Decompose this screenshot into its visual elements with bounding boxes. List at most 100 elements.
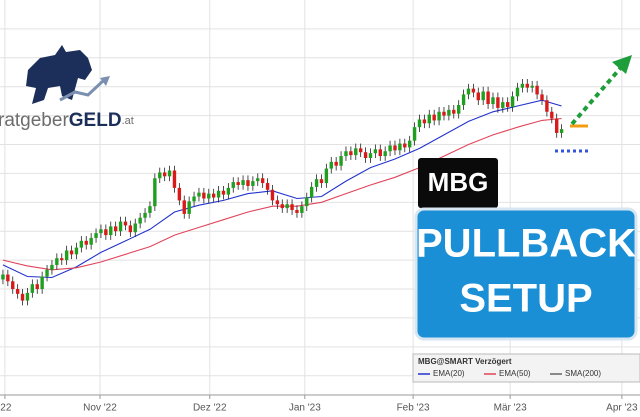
candle-body — [128, 225, 133, 233]
candle-body — [69, 250, 74, 255]
candle-body — [334, 161, 338, 166]
badge: MBG — [428, 167, 489, 197]
candle-body — [55, 258, 59, 265]
candle-body — [290, 204, 294, 211]
candle-body — [486, 91, 490, 105]
candle-body — [496, 97, 500, 108]
annotations — [555, 55, 632, 153]
legend-box — [412, 353, 640, 383]
x-tick-label: Feb '23 — [397, 403, 430, 414]
candle-body — [319, 179, 324, 184]
candle-body — [167, 170, 172, 177]
candle-body — [221, 190, 226, 195]
candle-body — [442, 111, 446, 116]
candle-body — [545, 100, 549, 112]
candle-body — [74, 247, 79, 255]
candle-body — [60, 258, 64, 261]
candle-body — [211, 193, 216, 198]
candle-body — [471, 88, 476, 93]
arrow-head — [612, 55, 632, 74]
candle-body — [491, 97, 495, 105]
candle-body — [501, 102, 505, 108]
candle-body — [383, 151, 387, 157]
candle-body — [407, 140, 412, 148]
candle-body — [422, 119, 427, 124]
candle-body — [393, 145, 397, 151]
candle-body — [64, 250, 69, 261]
candle-body — [123, 221, 128, 226]
x-tick-label: Jan '23 — [289, 403, 321, 414]
candle-body — [256, 178, 260, 182]
candle-body — [45, 269, 49, 277]
candle-body — [138, 217, 142, 224]
candle-body — [1, 274, 5, 280]
candle-body — [251, 181, 255, 186]
candle-body — [94, 233, 98, 238]
candle-body — [25, 292, 30, 301]
logo-word: GELD — [69, 110, 122, 131]
candle-body — [285, 204, 289, 209]
legend-title: MBG@SMART Verzögert — [418, 357, 512, 366]
logo-word: .at — [122, 115, 134, 127]
headline: PULLBACK — [416, 222, 636, 266]
candle-body — [35, 284, 39, 290]
legend-label: SMA(200) — [565, 369, 601, 378]
candle-body — [113, 226, 118, 232]
logo-text: ratgeberGELD.at — [0, 110, 134, 131]
candle-body — [84, 240, 88, 245]
candle-body — [349, 151, 353, 156]
candle-body — [265, 183, 270, 190]
candle-body — [133, 223, 137, 233]
indicator-line — [2, 117, 562, 271]
candle-body — [300, 206, 304, 213]
candle-body — [118, 221, 123, 232]
candle-body — [535, 85, 539, 95]
candle-body — [466, 88, 471, 95]
candle-body — [30, 284, 35, 293]
candle-body — [104, 229, 108, 236]
x-tick-label: Dez '22 — [193, 403, 227, 414]
candle-body — [388, 145, 392, 152]
candle-body — [226, 187, 231, 195]
x-tick-label: Nov '22 — [83, 403, 117, 414]
badge-box — [418, 158, 498, 208]
indicator-line — [2, 99, 562, 279]
x-tick-label: Mär '23 — [494, 403, 527, 414]
candle-body — [363, 152, 368, 158]
candle-body — [20, 293, 25, 301]
candle-body — [554, 118, 559, 133]
candle-body — [314, 179, 319, 187]
candle-body — [354, 148, 358, 156]
candle-body — [295, 210, 299, 213]
candle-body — [143, 212, 147, 218]
candle-body — [461, 94, 466, 106]
candle-body — [530, 85, 534, 88]
candle-body — [432, 114, 436, 121]
candle-body — [344, 151, 348, 157]
candle-body — [525, 83, 529, 88]
candle-body — [476, 92, 480, 101]
candle-body — [99, 229, 103, 234]
candle-body — [182, 200, 186, 214]
candle-body — [510, 96, 515, 107]
candle-body — [427, 114, 431, 124]
candle-body — [481, 91, 485, 101]
candle-body — [456, 105, 461, 114]
candle-body — [540, 94, 544, 101]
candle-body — [11, 281, 15, 290]
candle-body — [368, 153, 373, 158]
candle-body — [241, 180, 245, 185]
candle-body — [177, 187, 182, 201]
headline: SETUP — [459, 277, 592, 321]
legend: MBG@SMART Verzögert — [412, 353, 640, 383]
candle-body — [197, 192, 201, 197]
candle-body — [417, 119, 422, 128]
candle-body — [192, 196, 196, 202]
candle-body — [40, 276, 44, 290]
candle-body — [260, 178, 265, 184]
x-tick-label: '22 — [0, 403, 12, 414]
logo-arrow-head — [100, 76, 110, 86]
logo-word: ratgeber — [0, 110, 69, 131]
candle-body — [15, 289, 20, 294]
